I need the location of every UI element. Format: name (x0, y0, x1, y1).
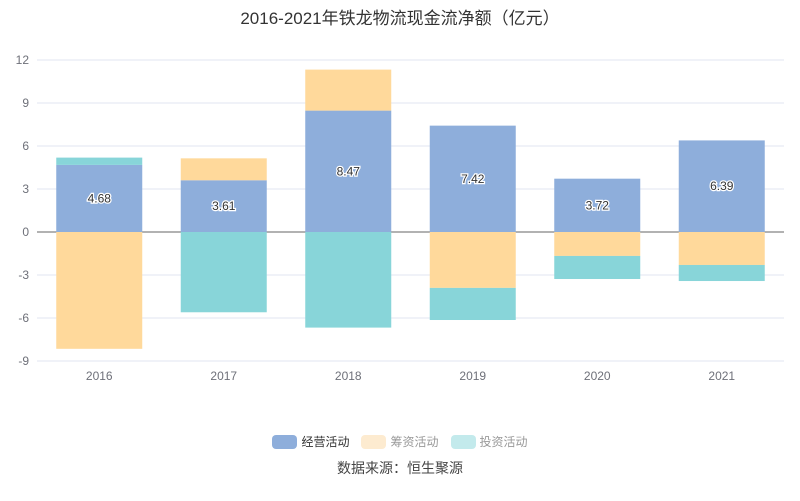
y-tick-label: -9 (18, 354, 29, 368)
data-label: 7.42 (461, 172, 485, 186)
legend-swatch (450, 434, 476, 449)
data-label: 6.39 (710, 179, 734, 193)
bar-0[interactable] (554, 178, 641, 232)
bar-1[interactable] (56, 232, 143, 349)
legend-label: 投资活动 (479, 435, 528, 449)
legend-label: 经营活动 (301, 435, 350, 449)
legend-item-financing[interactable]: 筹资活动 (361, 433, 439, 450)
legend-item-investing[interactable]: 投资活动 (450, 433, 528, 450)
y-tick-label: 0 (22, 225, 29, 239)
bar-1[interactable] (429, 232, 516, 288)
plot-area: 12 9 6 3 0 -3 -6 -9 2016 2017 2018 2019 2020 2021 4.68… (16, 53, 784, 383)
bar-2[interactable] (678, 264, 765, 282)
y-tick-label: 9 (22, 96, 29, 110)
data-label: 8.47 (337, 164, 361, 178)
legend-swatch (361, 434, 387, 449)
legend-label: 筹资活动 (390, 435, 439, 449)
bar-1[interactable] (678, 232, 765, 265)
bar-2[interactable] (429, 287, 516, 321)
bar-0[interactable] (678, 140, 765, 232)
data-label: 4.68 (88, 191, 112, 205)
y-tick-label: 12 (16, 53, 30, 67)
bar-1[interactable] (180, 158, 267, 181)
x-tick-label: 2018 (335, 369, 362, 383)
x-tick-label: 2021 (708, 369, 735, 383)
bar-0[interactable] (180, 180, 267, 232)
legend-swatch (272, 434, 298, 449)
y-tick-label: -6 (18, 311, 29, 325)
data-label: 3.72 (586, 198, 610, 212)
x-tick-label: 2017 (210, 369, 237, 383)
bar-0[interactable] (305, 110, 392, 232)
y-tick-label: -3 (18, 268, 29, 282)
bar-2[interactable] (56, 157, 143, 165)
y-tick-label: 3 (22, 182, 29, 196)
bar-2[interactable] (180, 232, 267, 313)
data-source: 数据来源：恒生聚源 (337, 460, 463, 476)
data-label: 3.61 (212, 199, 236, 213)
bar-2[interactable] (305, 232, 392, 328)
legend-item-operating[interactable]: 经营活动 (272, 433, 349, 450)
bar-1[interactable] (305, 69, 392, 111)
bar-0[interactable] (429, 125, 516, 232)
bar-0[interactable] (56, 164, 143, 232)
x-tick-label: 2016 (86, 369, 113, 383)
legend: 经营活动 筹资活动 投资活动 (0, 433, 800, 450)
bar-2[interactable] (554, 255, 641, 280)
bar-1[interactable] (554, 232, 641, 256)
chart-title: 2016-2021年铁龙物流现金流净额（亿元） (240, 9, 560, 28)
y-tick-label: 6 (22, 139, 29, 153)
x-tick-label: 2019 (459, 369, 486, 383)
x-tick-label: 2020 (584, 369, 611, 383)
